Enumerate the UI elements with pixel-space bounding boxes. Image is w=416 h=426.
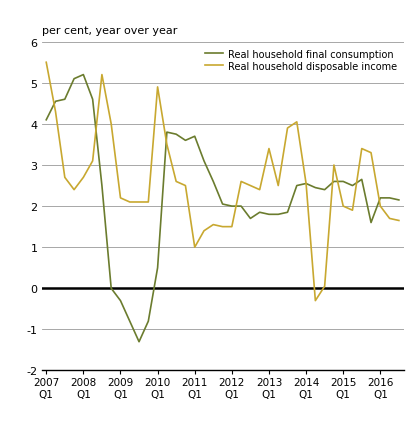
Real household disposable income	[183, 184, 188, 189]
Real household disposable income	[359, 147, 364, 152]
Line: Real household final consumption: Real household final consumption	[46, 75, 399, 342]
Real household disposable income	[332, 163, 337, 168]
Real household final consumption	[72, 77, 77, 82]
Real household disposable income	[136, 200, 141, 205]
Real household final consumption	[350, 184, 355, 189]
Line: Real household disposable income: Real household disposable income	[46, 63, 399, 301]
Real household disposable income	[99, 73, 104, 78]
Real household disposable income	[322, 284, 327, 289]
Real household final consumption	[239, 204, 244, 209]
Real household disposable income	[201, 229, 206, 234]
Real household final consumption	[257, 210, 262, 215]
Real household disposable income	[44, 60, 49, 66]
Real household final consumption	[201, 159, 206, 164]
Real household disposable income	[239, 179, 244, 184]
Real household final consumption	[90, 98, 95, 103]
Real household final consumption	[387, 196, 392, 201]
Real household disposable income	[294, 120, 299, 125]
Real household final consumption	[369, 221, 374, 226]
Real household disposable income	[341, 204, 346, 209]
Real household final consumption	[173, 132, 178, 138]
Real household final consumption	[220, 202, 225, 207]
Real household final consumption	[136, 340, 141, 345]
Real household disposable income	[276, 184, 281, 189]
Real household disposable income	[220, 225, 225, 230]
Real household final consumption	[155, 265, 160, 271]
Real household disposable income	[257, 187, 262, 193]
Real household disposable income	[369, 151, 374, 156]
Real household final consumption	[276, 212, 281, 217]
Real household final consumption	[378, 196, 383, 201]
Real household final consumption	[53, 100, 58, 105]
Real household disposable income	[285, 126, 290, 131]
Real household disposable income	[248, 184, 253, 189]
Real household disposable income	[118, 196, 123, 201]
Real household final consumption	[267, 212, 272, 217]
Real household final consumption	[211, 179, 216, 184]
Real household disposable income	[109, 122, 114, 127]
Real household disposable income	[53, 110, 58, 115]
Real household final consumption	[313, 186, 318, 191]
Real household final consumption	[304, 181, 309, 187]
Real household disposable income	[396, 219, 401, 224]
Real household final consumption	[341, 179, 346, 184]
Real household final consumption	[248, 216, 253, 222]
Real household disposable income	[304, 181, 309, 187]
Real household disposable income	[155, 85, 160, 90]
Real household final consumption	[127, 319, 132, 324]
Real household disposable income	[62, 176, 67, 181]
Real household disposable income	[313, 298, 318, 303]
Real household disposable income	[211, 222, 216, 227]
Real household disposable income	[173, 179, 178, 184]
Real household final consumption	[146, 319, 151, 324]
Real household final consumption	[396, 198, 401, 203]
Real household disposable income	[164, 143, 169, 148]
Real household disposable income	[146, 200, 151, 205]
Real household disposable income	[72, 187, 77, 193]
Real household final consumption	[183, 138, 188, 144]
Real household disposable income	[350, 208, 355, 213]
Real household final consumption	[62, 98, 67, 103]
Real household final consumption	[118, 298, 123, 303]
Legend: Real household final consumption, Real household disposable income: Real household final consumption, Real h…	[203, 47, 399, 74]
Real household final consumption	[229, 204, 234, 209]
Real household disposable income	[378, 204, 383, 209]
Real household final consumption	[359, 177, 364, 182]
Real household final consumption	[285, 210, 290, 215]
Real household final consumption	[164, 130, 169, 135]
Real household disposable income	[387, 216, 392, 222]
Real household final consumption	[44, 118, 49, 123]
Real household final consumption	[332, 179, 337, 184]
Real household disposable income	[90, 159, 95, 164]
Real household disposable income	[267, 147, 272, 152]
Text: per cent, year over year: per cent, year over year	[42, 26, 177, 36]
Real household disposable income	[229, 225, 234, 230]
Real household final consumption	[192, 134, 197, 139]
Real household disposable income	[192, 245, 197, 250]
Real household disposable income	[81, 176, 86, 181]
Real household final consumption	[109, 286, 114, 291]
Real household final consumption	[294, 184, 299, 189]
Real household final consumption	[99, 184, 104, 189]
Real household final consumption	[322, 187, 327, 193]
Real household final consumption	[81, 73, 86, 78]
Real household disposable income	[127, 200, 132, 205]
